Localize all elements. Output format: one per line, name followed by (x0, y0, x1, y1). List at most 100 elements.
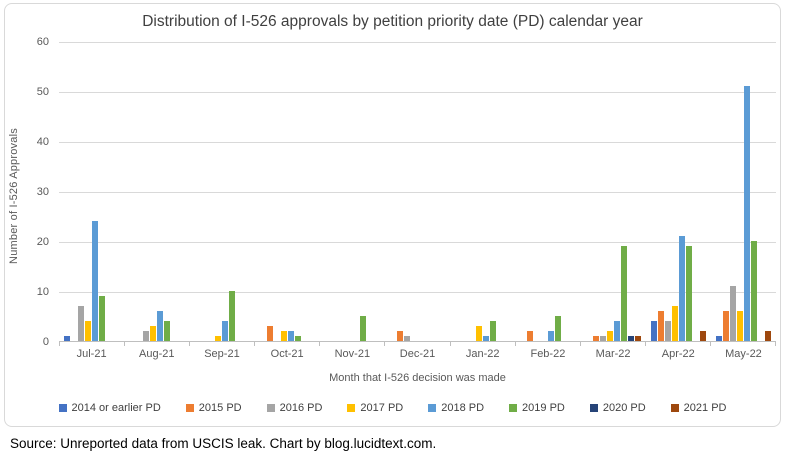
bar-2018 PD (157, 311, 164, 341)
bar-2015 PD (657, 311, 664, 341)
chart-card: Distribution of I-526 approvals by petit… (4, 3, 781, 427)
bar-group-May-22 (711, 42, 776, 341)
legend-item-2016 PD: 2016 PD (266, 402, 323, 414)
legend-label: 2015 PD (198, 402, 242, 414)
x-tickmark (385, 342, 451, 346)
x-tick-label: Aug-21 (139, 348, 175, 360)
bar-2015 PD (527, 331, 534, 341)
bar-2016 PD (78, 306, 85, 341)
bar-2017 PD (280, 331, 287, 341)
bar-2019 PD (555, 316, 562, 341)
y-tick-label: 10 (36, 286, 49, 298)
legend-label: 2018 PD (441, 402, 485, 414)
bar-2019 PD (490, 321, 497, 341)
bar-2017 PD (606, 331, 613, 341)
bar-group-Aug-21 (124, 42, 189, 341)
bar-2016 PD (143, 331, 150, 341)
x-tick-label: Feb-22 (530, 348, 566, 360)
x-tickmark (711, 342, 777, 346)
gridline (59, 42, 776, 43)
legend-swatch (266, 404, 275, 412)
bar-2021 PD (764, 331, 771, 341)
bar-2016 PD (599, 336, 606, 341)
legend-swatch (670, 404, 679, 412)
legend: 2014 or earlier PD 2015 PD 2016 PD 2017 PD 2… (5, 402, 780, 414)
gridline (59, 142, 776, 143)
legend-swatch (185, 404, 194, 412)
x-tick-label: Mar-22 (595, 348, 631, 360)
bar-groups (59, 42, 776, 341)
x-tickmark (581, 342, 646, 346)
bar-2017 PD (671, 306, 678, 341)
legend-label: 2014 or earlier PD (71, 402, 161, 414)
legend-item-2019 PD: 2019 PD (509, 402, 565, 414)
legend-label: 2019 PD (522, 402, 565, 414)
y-tick-label: 20 (36, 236, 49, 248)
legend-swatch (589, 404, 598, 412)
bar-2016 PD (404, 336, 411, 341)
legend-swatch (347, 404, 356, 412)
x-tickmark (646, 342, 711, 346)
legend-item-2018 PD: 2018 PD (428, 402, 484, 414)
bar-2017 PD (85, 321, 92, 341)
y-tick-label: 30 (36, 186, 49, 198)
legend-label: 2017 PD (360, 402, 404, 414)
bar-2019 PD (164, 321, 171, 341)
bar-group-Feb-22 (515, 42, 580, 341)
y-tick-label: 50 (36, 86, 49, 98)
bar-2019 PD (229, 291, 236, 341)
bar-2021 PD (699, 331, 706, 341)
legend-label: 2021 PD (683, 402, 727, 414)
bar-2015 PD (722, 311, 729, 341)
bar-2019 PD (750, 241, 757, 341)
bar-2018 PD (678, 236, 685, 341)
x-tickmark (60, 342, 126, 346)
plot-area (59, 42, 776, 342)
x-tick-label: Apr-22 (661, 348, 695, 360)
x-tick-label: Sep-21 (204, 348, 240, 360)
gridline (59, 292, 776, 293)
bar-group-Apr-22 (646, 42, 711, 341)
bar-2018 PD (483, 336, 490, 341)
bar-2015 PD (266, 326, 273, 341)
gridline (59, 92, 776, 93)
x-tickmark (125, 342, 191, 346)
legend-swatch (428, 404, 437, 412)
bar-2014 or earlier PD (650, 321, 657, 341)
bar-2019 PD (99, 296, 106, 341)
x-tickmark (451, 342, 516, 346)
bar-group-Nov-21 (320, 42, 385, 341)
legend-item-2020 PD: 2020 PD (589, 402, 646, 414)
bar-2019 PD (685, 246, 692, 341)
legend-swatch (58, 404, 67, 412)
bar-2018 PD (287, 331, 294, 341)
bar-2019 PD (620, 246, 627, 341)
legend-label: 2020 PD (602, 402, 646, 414)
bar-2019 PD (359, 316, 366, 341)
bar-group-Sep-21 (189, 42, 254, 341)
bar-2018 PD (743, 86, 750, 341)
y-tick-label: 40 (36, 136, 49, 148)
bar-2018 PD (548, 331, 555, 341)
x-tickmark (190, 342, 256, 346)
bar-2017 PD (150, 326, 157, 341)
bar-2017 PD (736, 311, 743, 341)
x-tickmark (516, 342, 581, 346)
x-tick-label: Oct-21 (270, 348, 304, 360)
x-tick-label: Dec-21 (399, 348, 436, 360)
legend-item-2017 PD: 2017 PD (347, 402, 403, 414)
x-tick-label: Nov-21 (334, 348, 371, 360)
bar-2015 PD (397, 331, 404, 341)
bar-group-Jan-22 (450, 42, 515, 341)
source-note: Source: Unreported data from USCIS leak.… (10, 436, 437, 451)
x-tick-label: May-22 (725, 348, 762, 360)
bar-2018 PD (222, 321, 229, 341)
bar-2017 PD (215, 336, 222, 341)
bar-group-Mar-22 (581, 42, 646, 341)
legend-label: 2016 PD (279, 402, 323, 414)
legend-swatch (509, 404, 518, 412)
bar-2019 PD (294, 336, 301, 341)
gridline (59, 242, 776, 243)
y-tick-label: 0 (42, 336, 49, 348)
bar-group-Oct-21 (255, 42, 320, 341)
